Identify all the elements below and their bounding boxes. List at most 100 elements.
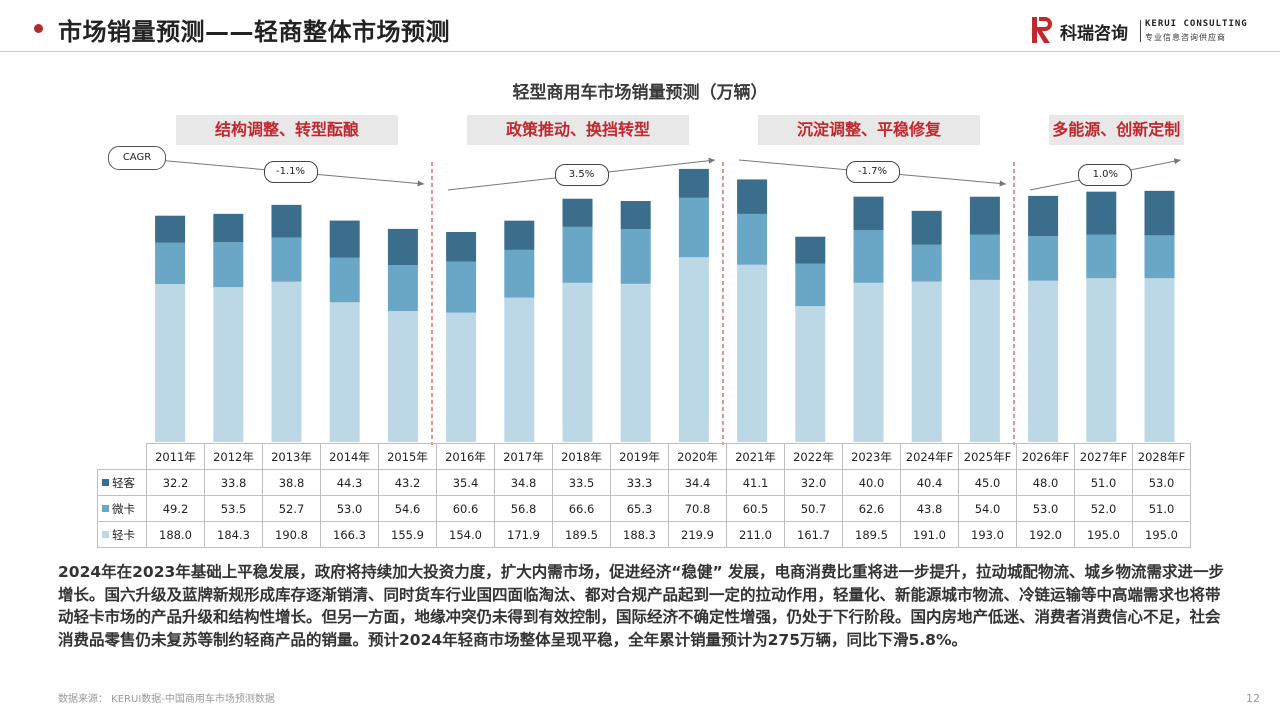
tick-label-2024年F: 2024年F [900, 443, 959, 470]
data-label-微卡-2019年: 65.3 [610, 495, 669, 522]
page-title: 市场销量预测——轻商整体市场预测 [58, 18, 450, 46]
bar-轻客-2013年 [271, 204, 302, 238]
data-label-轻卡-2025年F: 193.0 [958, 521, 1017, 548]
bar-轻卡-2019年 [620, 283, 651, 442]
bar-轻卡-2015年 [387, 311, 418, 442]
bar-微卡-2016年 [446, 261, 477, 313]
data-label-轻客-2021年: 41.1 [726, 469, 785, 496]
bar-轻客-2014年 [329, 220, 360, 258]
bar-轻卡-2016年 [446, 312, 477, 442]
data-table: 2011年 2012年 2013年 2014年 2015年 2016年 2017年 2018年… [97, 443, 1191, 548]
bar-微卡-2012年 [213, 242, 244, 288]
cagr-value-2: -1.7% [845, 161, 900, 183]
data-label-轻卡-2023年: 189.5 [842, 521, 901, 548]
logo-separator [1140, 20, 1141, 42]
bar-轻卡-2020年 [678, 257, 709, 442]
legend-entry-轻客: 轻客 [97, 469, 147, 496]
bar-轻卡-2011年 [155, 284, 186, 442]
bar-轻客-2027年F [1086, 191, 1117, 235]
data-label-轻卡-2027年F: 195.0 [1074, 521, 1133, 548]
tick-label-2026年F: 2026年F [1016, 443, 1075, 470]
logo-chinese-name: 科瑞咨询 [1060, 24, 1128, 44]
logo-tagline: 专业信息咨询供应商 [1145, 33, 1226, 42]
bar-轻客-2026年F [1028, 195, 1059, 237]
phase-label-0: 结构调整、转型酝酿 [176, 115, 398, 145]
legend-swatch-icon [102, 530, 109, 538]
bar-轻卡-2025年F [969, 279, 1000, 442]
data-label-微卡-2021年: 60.5 [726, 495, 785, 522]
chart-title: 轻型商用车市场销量预测（万辆） [512, 83, 768, 103]
data-label-轻卡-2024年F: 191.0 [900, 521, 959, 548]
bar-微卡-2013年 [271, 237, 302, 282]
bar-轻客-2028年F [1144, 190, 1175, 236]
data-label-轻客-2028年F: 53.0 [1132, 469, 1191, 496]
data-label-微卡-2012年: 53.5 [204, 495, 263, 522]
tick-label-2018年: 2018年 [552, 443, 611, 470]
bar-微卡-2027年F [1086, 234, 1117, 279]
bar-微卡-2022年 [795, 263, 826, 307]
table-row: 微卡 49.2 53.5 52.7 53.0 54.6 60.6 56.8 66.6 65.3 70… [97, 495, 1191, 522]
data-label-轻卡-2018年: 189.5 [552, 521, 611, 548]
bar-轻客-2021年 [737, 179, 768, 214]
legend-swatch-icon [102, 504, 109, 512]
data-label-轻客-2019年: 33.3 [610, 469, 669, 496]
data-label-微卡-2026年F: 53.0 [1016, 495, 1075, 522]
data-label-微卡-2015年: 54.6 [378, 495, 437, 522]
tick-label-2028年F: 2028年F [1132, 443, 1191, 470]
data-label-轻客-2013年: 38.8 [262, 469, 321, 496]
legend-entry-轻卡: 轻卡 [97, 521, 147, 548]
data-label-微卡-2013年: 52.7 [262, 495, 321, 522]
legend-swatch-icon [102, 478, 109, 486]
cagr-tag: CAGR [108, 146, 166, 170]
legend-label: 轻卡 [112, 527, 135, 542]
data-label-轻卡-2022年: 161.7 [784, 521, 843, 548]
tick-label-2015年: 2015年 [378, 443, 437, 470]
data-label-微卡-2018年: 66.6 [552, 495, 611, 522]
bar-轻客-2023年 [853, 196, 884, 231]
data-label-微卡-2020年: 70.8 [668, 495, 727, 522]
bar-微卡-2028年F [1144, 235, 1175, 279]
bar-轻卡-2018年 [562, 282, 593, 442]
data-label-微卡-2011年: 49.2 [146, 495, 205, 522]
legend-label: 微卡 [112, 501, 135, 516]
tick-label-2013年: 2013年 [262, 443, 321, 470]
data-label-轻客-2022年: 32.0 [784, 469, 843, 496]
header-divider [0, 51, 1280, 52]
arrowhead-icon [999, 180, 1006, 187]
tick-label-2022年: 2022年 [784, 443, 843, 470]
tick-label-2011年: 2011年 [146, 443, 205, 470]
kerui-r-logo-icon [1032, 17, 1052, 43]
data-label-微卡-2022年: 50.7 [784, 495, 843, 522]
data-label-轻客-2015年: 43.2 [378, 469, 437, 496]
data-label-轻卡-2019年: 188.3 [610, 521, 669, 548]
logo-english-name: KERUI CONSULTING [1145, 19, 1248, 29]
bar-轻客-2012年 [213, 213, 244, 243]
cagr-value-0: -1.1% [263, 161, 318, 183]
bar-轻卡-2028年F [1144, 278, 1175, 442]
data-label-微卡-2017年: 56.8 [494, 495, 553, 522]
data-label-轻客-2023年: 40.0 [842, 469, 901, 496]
data-label-轻客-2026年F: 48.0 [1016, 469, 1075, 496]
phase-label-2: 沉淀调整、平稳修复 [758, 115, 980, 145]
data-label-轻客-2020年: 34.4 [668, 469, 727, 496]
stacked-bar-chart [155, 157, 1181, 445]
phase-label-1: 政策推动、换挡转型 [467, 115, 689, 145]
bar-微卡-2017年 [504, 249, 535, 298]
data-label-轻客-2025年F: 45.0 [958, 469, 1017, 496]
bar-轻客-2020年 [678, 168, 709, 198]
arrowhead-icon [1173, 158, 1181, 165]
bar-微卡-2024年F [911, 244, 942, 282]
data-label-微卡-2014年: 53.0 [320, 495, 379, 522]
bar-轻卡-2014年 [329, 302, 360, 442]
table-row: 轻卡 188.0 184.3 190.8 166.3 155.9 154.0 171.9 189… [97, 521, 1191, 548]
page-number: 12 [1246, 692, 1260, 705]
bar-微卡-2025年F [969, 234, 1000, 280]
tick-label-2023年: 2023年 [842, 443, 901, 470]
bar-微卡-2015年 [387, 265, 418, 312]
data-label-轻卡-2013年: 190.8 [262, 521, 321, 548]
data-label-轻客-2016年: 35.4 [436, 469, 495, 496]
data-label-轻客-2024年F: 40.4 [900, 469, 959, 496]
data-label-轻客-2012年: 33.8 [204, 469, 263, 496]
arrowhead-icon [708, 157, 715, 164]
phase-label-3: 多能源、创新定制 [1049, 115, 1184, 145]
